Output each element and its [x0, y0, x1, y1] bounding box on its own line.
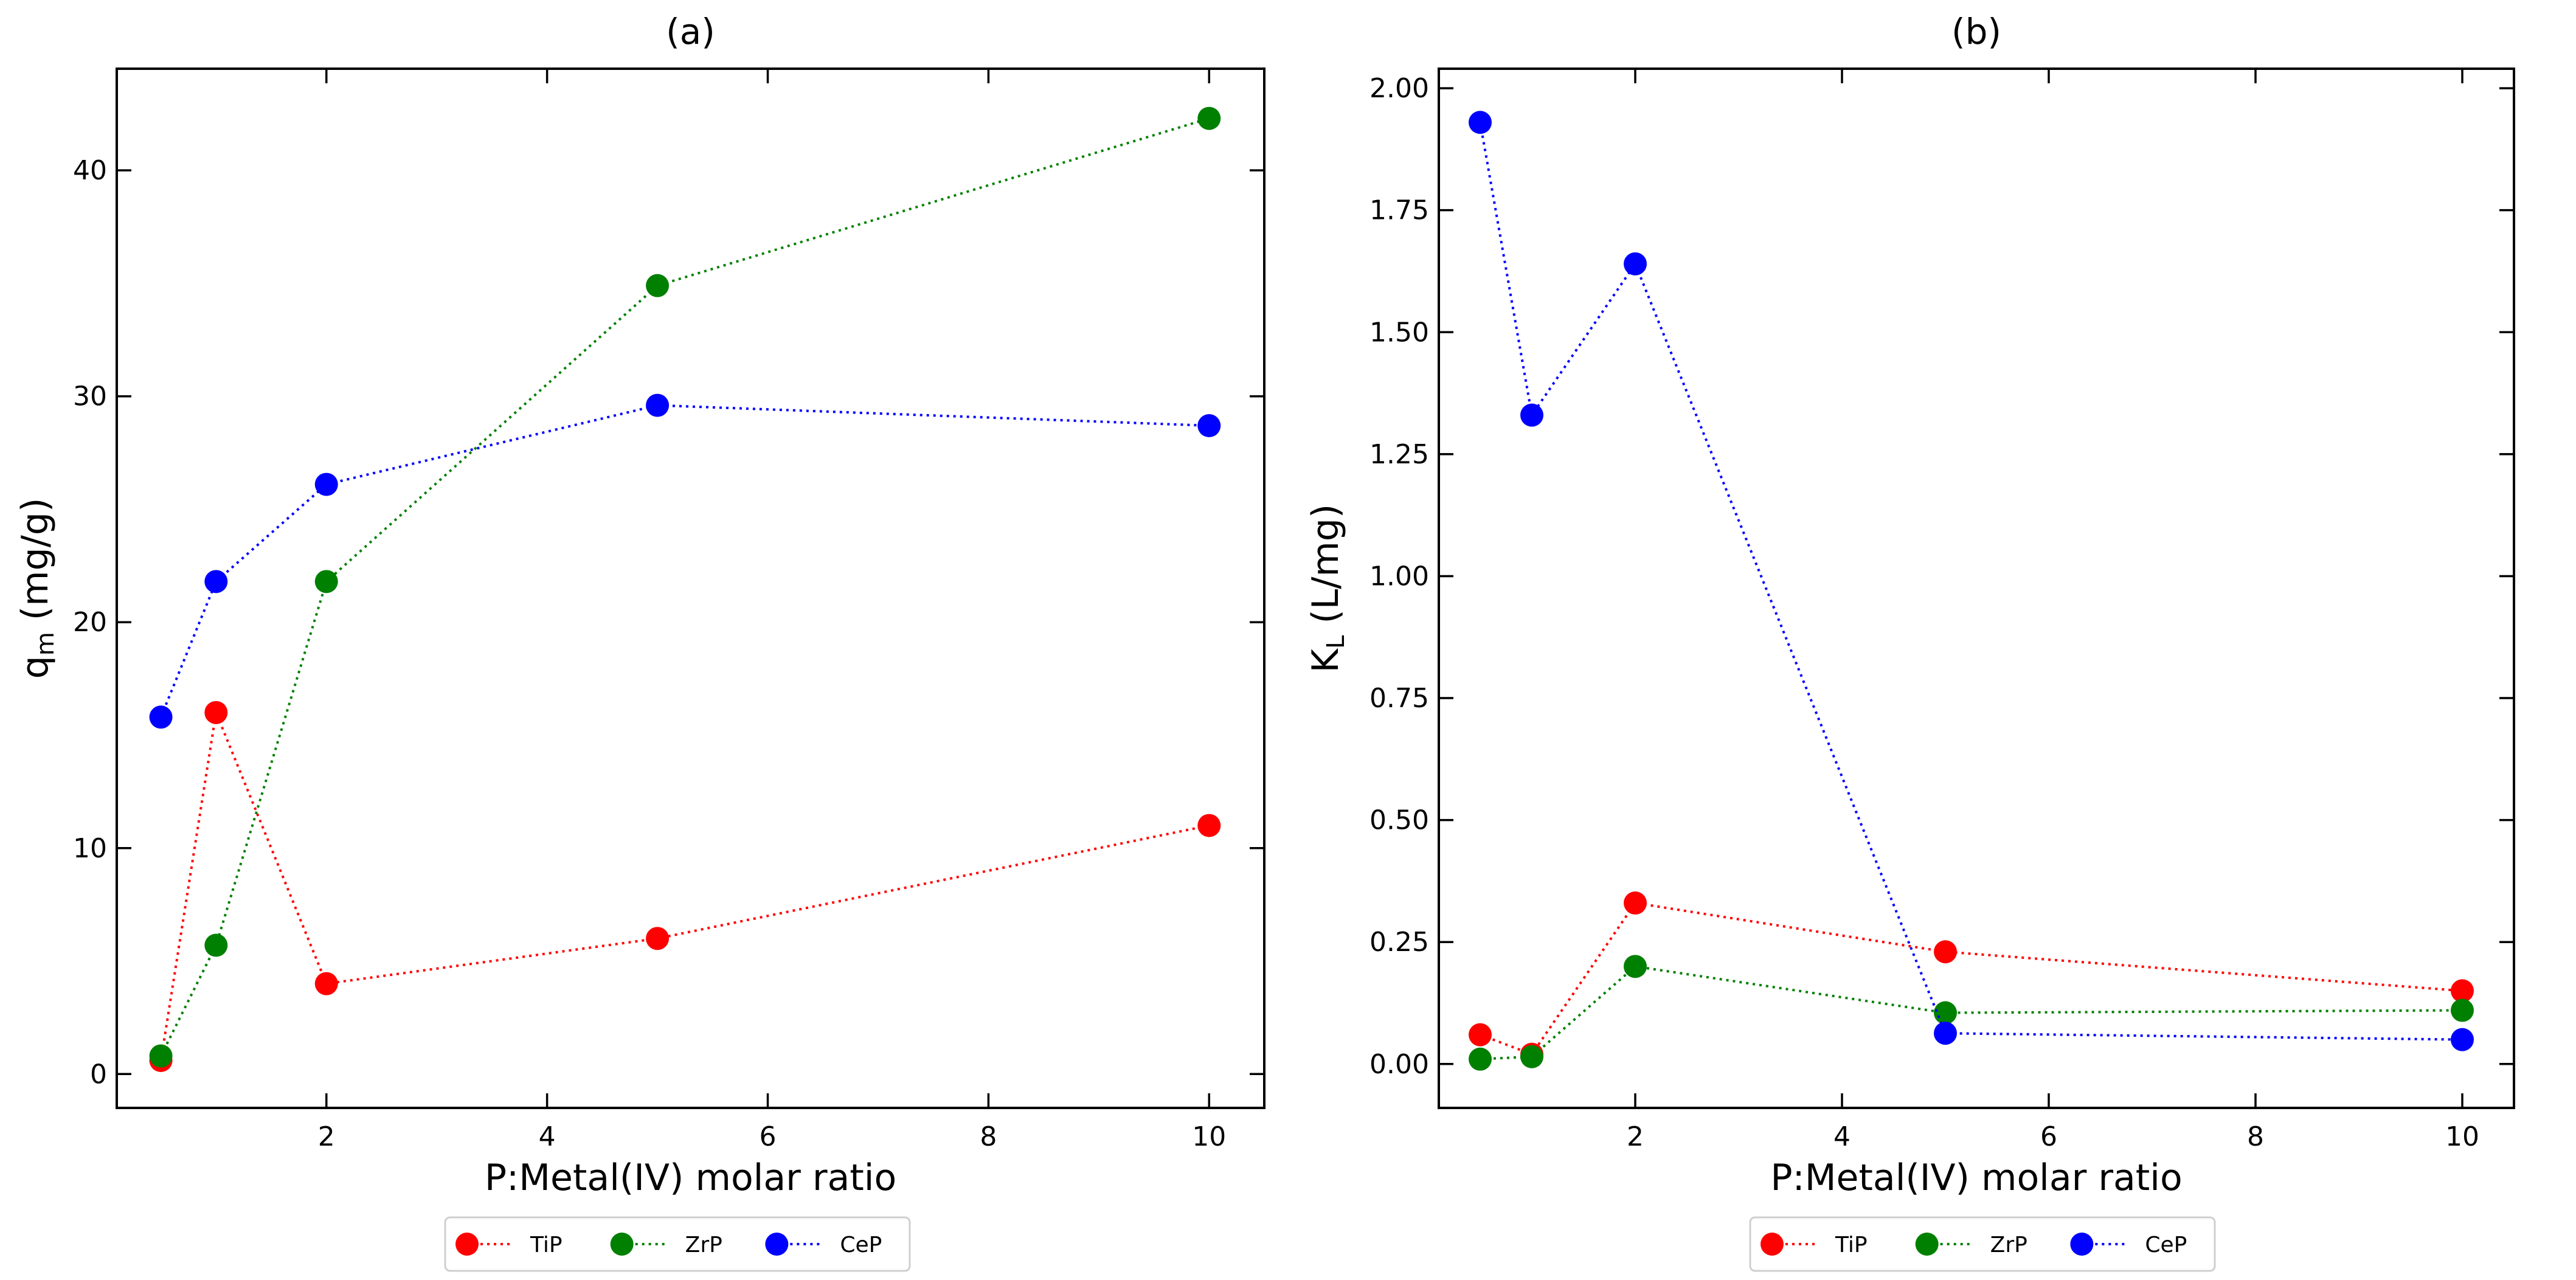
chart-a-series-line-tip — [159, 708, 1210, 1061]
chart-a-point-zrp — [149, 1044, 173, 1068]
chart-b-point-cep — [1469, 111, 1492, 134]
chart-b-title: (b) — [1951, 11, 2001, 52]
chart-b-legend-label-zrp: ZrP — [1990, 1233, 2027, 1258]
chart-b-y-tick-label: 0.25 — [1369, 927, 1429, 958]
chart-a-axes-frame — [116, 67, 1265, 1109]
chart-a-point-zrp — [204, 933, 228, 957]
chart-a-y-tick-label: 20 — [73, 607, 107, 638]
chart-b-axes-frame — [1438, 67, 2515, 1109]
chart-b-point-tip — [1624, 891, 1647, 915]
chart-b-y-tick-label: 0.50 — [1369, 805, 1429, 836]
chart-b-point-zrp — [1520, 1045, 1543, 1068]
chart-b-point-zrp — [1934, 1001, 1957, 1025]
chart-b-legend-marker-cep — [2070, 1233, 2094, 1256]
chart-b-y-tick-label: 0.75 — [1369, 683, 1429, 714]
chart-a-point-cep — [1197, 414, 1221, 438]
chart-a-point-tip — [1197, 814, 1221, 837]
chart-a-y-tick-label: 40 — [73, 155, 107, 186]
chart-a-point-cep — [314, 472, 338, 496]
panel-a: 2 4 6 8 10 0 10 20 30 40 (a) P:Metal(IV) molar rati… — [14, 11, 1265, 1272]
chart-a-series-line-cep — [159, 404, 1210, 718]
chart-b-legend-label-tip: TiP — [1835, 1233, 1868, 1258]
chart-b-point-cep — [1520, 403, 1543, 427]
chart-b-point-tip — [1469, 1023, 1492, 1046]
chart-a-x-tick-label: 2 — [318, 1121, 335, 1152]
chart-a-y-tick-label: 10 — [73, 833, 107, 864]
chart-b-point-zrp — [2451, 998, 2474, 1022]
chart-b-point-cep — [2451, 1028, 2474, 1051]
chart-a-y-tick-label: 30 — [73, 381, 107, 412]
chart-b-y-tick-label: 1.50 — [1369, 317, 1429, 348]
chart-b-x-axis-label: P:Metal(IV) molar ratio — [1770, 1157, 2182, 1199]
chart-a-y-tick-label: 0 — [90, 1059, 107, 1090]
chart-a-x-tick-label: 10 — [1192, 1121, 1226, 1152]
chart-b-point-cep — [1934, 1022, 1957, 1045]
chart-b-x-tick-label: 6 — [2040, 1121, 2057, 1152]
chart-b-y-tick-label: 2.00 — [1369, 73, 1429, 104]
chart-b-point-zrp — [1469, 1047, 1492, 1071]
chart-a-title: (a) — [666, 11, 715, 52]
chart-a-x-axis-label: P:Metal(IV) molar ratio — [485, 1157, 896, 1199]
chart-b-series-line-tip — [1480, 901, 2463, 1056]
chart-a-legend-marker-zrp — [610, 1233, 634, 1256]
chart-b-legend-marker-tip — [1761, 1233, 1784, 1256]
chart-a-x-tick-label: 6 — [760, 1121, 777, 1152]
chart-b-x-tick-label: 2 — [1627, 1121, 1644, 1152]
chart-a-point-tip — [204, 701, 228, 724]
chart-b-point-tip — [2451, 979, 2474, 1003]
chart-a-point-cep — [149, 705, 173, 729]
chart-b-legend-marker-zrp — [1915, 1233, 1939, 1256]
chart-b-legend-label-cep: CeP — [2145, 1233, 2187, 1258]
chart-a-point-zrp — [1197, 106, 1221, 130]
chart-b-point-zrp — [1624, 955, 1647, 978]
chart-a-legend-label-zrp: ZrP — [685, 1233, 722, 1258]
chart-b-x-tick-label: 4 — [1833, 1121, 1851, 1152]
chart-b-y-tick-label: 1.75 — [1369, 195, 1429, 226]
chart-b-y-axis-label: KL (L/mg) — [1304, 504, 1350, 673]
chart-b-x-tick-label: 10 — [2445, 1121, 2479, 1152]
chart-b-x-tick-label: 8 — [2247, 1121, 2264, 1152]
chart-b-series-line-zrp — [1480, 965, 2463, 1060]
chart-b-point-tip — [1934, 940, 1957, 964]
chart-a-legend — [444, 1216, 911, 1272]
chart-a-legend-marker-tip — [455, 1233, 479, 1256]
chart-a-legend-label-tip: TiP — [530, 1233, 563, 1258]
chart-b-y-tick-label: 1.25 — [1369, 439, 1429, 470]
chart-a-point-cep — [204, 570, 228, 593]
chart-a-point-tip — [314, 972, 338, 995]
chart-a-point-tip — [646, 927, 670, 950]
chart-a-point-cep — [646, 393, 670, 417]
chart-b-y-tick-label: 1.00 — [1369, 561, 1429, 592]
chart-a-point-zrp — [314, 570, 338, 593]
chart-a-x-tick-label: 8 — [980, 1121, 997, 1152]
chart-a-legend-marker-cep — [765, 1233, 789, 1256]
chart-b-y-tick-label: 0.00 — [1369, 1049, 1429, 1080]
chart-a-point-zrp — [646, 274, 670, 297]
chart-b-legend — [1749, 1216, 2216, 1272]
panel-b: 2 4 6 8 10 0.00 0.25 0.50 0.75 1.00 1.25 1.50 1.75 2.… — [1304, 11, 2515, 1272]
chart-a-y-axis-label: qm (mg/g) — [14, 498, 60, 679]
chart-a-x-tick-label: 4 — [539, 1121, 556, 1152]
chart-a-legend-label-cep: CeP — [840, 1233, 882, 1258]
chart-b-point-cep — [1624, 252, 1647, 275]
